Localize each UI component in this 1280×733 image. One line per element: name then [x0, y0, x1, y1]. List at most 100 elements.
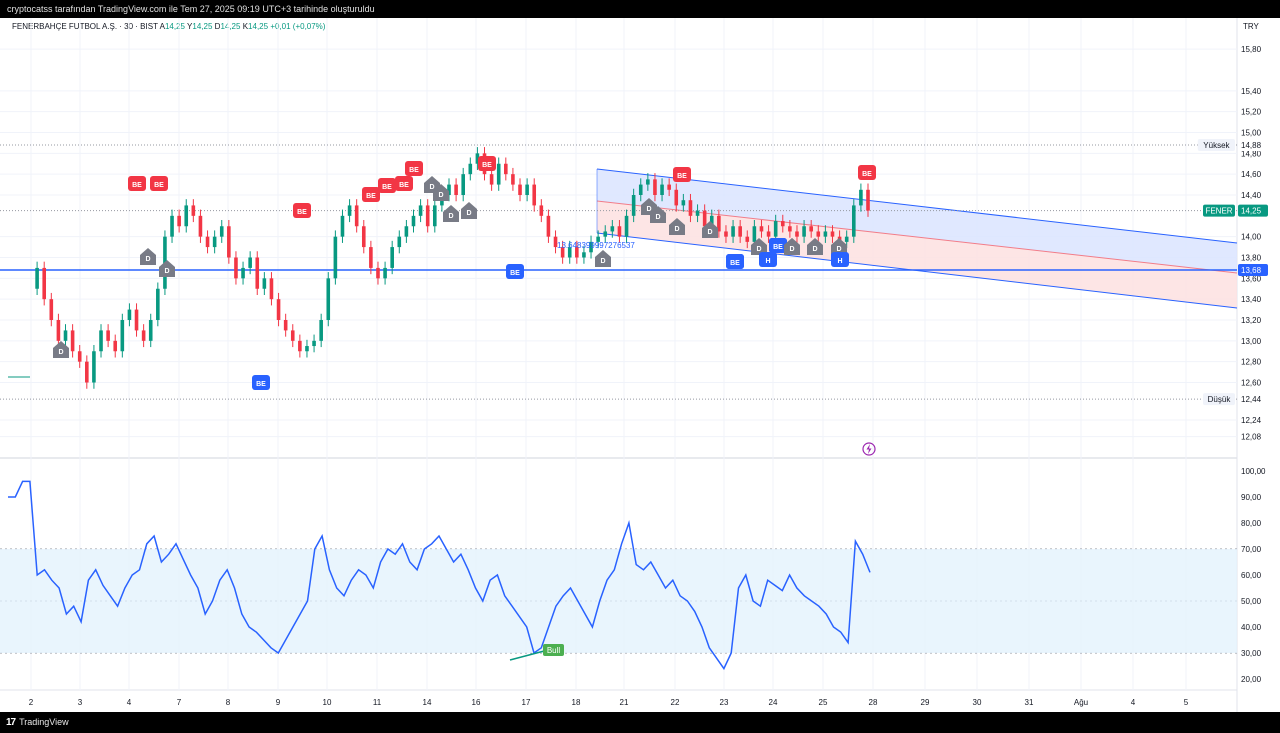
marker-shape — [858, 165, 876, 180]
candle-body — [70, 330, 75, 352]
candle-body — [816, 231, 821, 237]
price-tick: 12,08 — [1241, 433, 1262, 442]
signal-marker-d[interactable]: D — [650, 206, 666, 223]
rsi-band — [0, 549, 1237, 653]
candle-body — [269, 278, 274, 300]
candle-body — [617, 226, 622, 237]
marker-shape — [595, 250, 611, 267]
time-tick: 23 — [720, 698, 729, 707]
symbol-legend[interactable]: FENERBAHÇE FUTBOL A.Ş. · 30 · BIST A14,2… — [12, 22, 325, 31]
time-tick: 4 — [127, 698, 132, 707]
candle-body — [347, 205, 352, 216]
signal-marker-d[interactable]: D — [595, 250, 611, 267]
candle-body — [489, 174, 494, 185]
candle-body — [738, 226, 742, 237]
candle-body — [788, 226, 792, 232]
signal-marker-d[interactable]: D — [461, 202, 477, 219]
marker-shape — [726, 254, 744, 269]
candle-body — [156, 288, 160, 320]
candle-body — [724, 231, 728, 237]
marker-shape — [405, 161, 423, 176]
candle-body — [177, 215, 181, 227]
time-axis[interactable]: 2 3 4 7 8 9 10 11 14 16 17 18 21 22 23 24 25 28 29 30 31 Ağu 4… — [29, 698, 1189, 707]
symbol-name[interactable]: FENERBAHÇE FUTBOL A.Ş. · 30 · BIST — [12, 22, 158, 31]
ohlc-change: +0,01 (+0,07%) — [270, 22, 326, 31]
signal-marker-d[interactable]: D — [443, 205, 459, 222]
high-tag-name: Yüksek — [1203, 141, 1230, 150]
candle-body — [504, 163, 508, 175]
signal-marker-d[interactable]: D — [669, 218, 685, 235]
channel-upper-half[interactable] — [597, 169, 1237, 273]
signal-marker-be[interactable]: BE — [293, 203, 311, 218]
signal-marker-be[interactable]: BE — [506, 264, 524, 279]
signal-marker-d[interactable]: D — [53, 341, 69, 358]
candle-body — [248, 257, 252, 268]
signal-marker-be[interactable]: BE — [395, 176, 413, 191]
price-axis-labels: Yüksek 14,88 FENER 14,25 13,68 Düşük 12,44 — [1197, 139, 1268, 406]
currency-label[interactable]: TRY — [1243, 22, 1259, 31]
candle-body — [638, 184, 643, 195]
signal-marker-be[interactable]: BE — [128, 176, 146, 191]
tradingview-brand[interactable]: 17 TradingView — [6, 712, 69, 733]
signal-markers[interactable]: BEBEDDDBEBEBEBEBEBEBEDDDDBEBEDBEDDDDBEDB… — [53, 156, 876, 390]
marker-shape — [831, 252, 849, 267]
signal-marker-d[interactable]: D — [702, 221, 718, 238]
signal-marker-be[interactable]: BE — [150, 176, 168, 191]
candle-body — [731, 226, 735, 237]
candle-body — [511, 174, 515, 185]
marker-label: BE — [154, 182, 164, 189]
rsi-line[interactable] — [8, 480, 871, 671]
channel-top-line[interactable] — [596, 168, 1238, 244]
candle-body — [56, 320, 61, 341]
rsi-tick: 30,00 — [1241, 649, 1262, 658]
signal-marker-h[interactable]: H — [831, 252, 849, 267]
signal-marker-be[interactable]: BE — [378, 178, 396, 193]
price-tick: 12,80 — [1241, 358, 1262, 367]
rsi-axis[interactable]: 100,00 90,00 80,00 70,00 60,00 50,00 40,00 30,0… — [1241, 467, 1266, 684]
channel-lower-half[interactable] — [597, 201, 1237, 308]
signal-marker-be[interactable]: BE — [858, 165, 876, 180]
signal-marker-h[interactable]: H — [759, 252, 777, 267]
candle-body — [759, 226, 764, 232]
marker-shape — [159, 260, 175, 277]
signal-marker-d[interactable]: D — [831, 238, 847, 255]
signal-marker-d[interactable]: D — [433, 184, 449, 201]
candle-body — [390, 247, 394, 268]
price-tick: 14,40 — [1241, 191, 1262, 200]
price-axis[interactable]: 15,80 15,40 15,20 15,00 14,80 14,60 14,40 14,00… — [1241, 45, 1262, 442]
price-tick: 14,00 — [1241, 233, 1262, 242]
bull-label[interactable]: Bull — [543, 644, 564, 656]
signal-marker-d[interactable]: D — [751, 238, 767, 255]
marker-shape — [362, 187, 380, 202]
signal-marker-d[interactable]: D — [784, 238, 800, 255]
price-tick: 15,20 — [1241, 108, 1262, 117]
candle-body — [276, 299, 281, 320]
candle-body — [709, 215, 714, 227]
marker-shape — [53, 341, 69, 358]
signal-marker-be[interactable]: BE — [405, 161, 423, 176]
candle-body — [589, 241, 593, 253]
snapshot-bar: cryptocatss tarafından TradingView.com i… — [0, 0, 1280, 18]
signal-marker-d[interactable]: D — [159, 260, 175, 277]
price-tick: 15,80 — [1241, 45, 1262, 54]
candle-body — [610, 226, 615, 232]
signal-marker-be[interactable]: BE — [362, 187, 380, 202]
channel-value-annotation[interactable]: 13.648399997276537 — [557, 241, 635, 250]
signal-marker-d[interactable]: D — [140, 248, 156, 265]
signal-marker-be[interactable]: BE — [478, 156, 496, 171]
signal-marker-be[interactable]: BE — [726, 254, 744, 269]
signal-marker-be[interactable]: BE — [673, 167, 691, 182]
candle-body — [312, 340, 316, 347]
signal-marker-be[interactable]: BE — [769, 238, 787, 253]
price-tick: 12,24 — [1241, 416, 1262, 425]
last-tag-value-box — [1238, 204, 1268, 217]
candle-body — [780, 221, 785, 227]
time-tick: 9 — [276, 698, 281, 707]
signal-marker-d[interactable]: D — [807, 238, 823, 255]
signal-marker-be[interactable]: BE — [252, 375, 270, 390]
bull-divergence-line — [509, 649, 549, 661]
lightning-alert-icon[interactable] — [862, 442, 876, 456]
candle-body — [113, 340, 118, 352]
time-tick: Ağu — [1074, 698, 1088, 707]
